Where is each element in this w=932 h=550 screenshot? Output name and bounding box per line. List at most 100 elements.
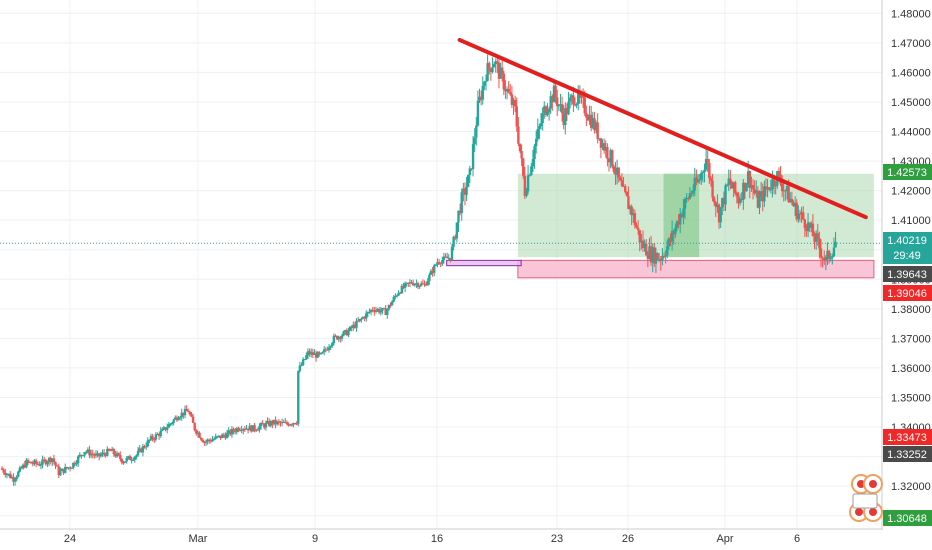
candle-up [146, 440, 149, 447]
price-tick-label: 1.37000 [891, 333, 931, 345]
candle-up [64, 466, 67, 473]
candle-up [738, 198, 742, 204]
candle-up [575, 103, 578, 106]
candle-down [589, 114, 593, 128]
candle-down [761, 191, 764, 202]
candle-up [78, 454, 81, 457]
candle-up [685, 198, 688, 200]
candle-down [780, 183, 784, 192]
event-markers[interactable] [849, 474, 883, 522]
candle-down [384, 308, 387, 315]
candle-up [465, 186, 468, 195]
candle-down [243, 429, 247, 431]
candle-down [431, 270, 434, 274]
candle-up [276, 421, 279, 425]
candle-up [51, 458, 54, 463]
candle-up [774, 185, 777, 187]
candle-up [831, 256, 834, 258]
candle-down [175, 417, 179, 421]
price-tick-label: 1.38000 [891, 304, 931, 316]
event-count-badge[interactable] [852, 493, 878, 509]
candle-down [62, 468, 65, 473]
candle-down [714, 202, 718, 208]
candle-down [377, 309, 381, 313]
candle-up [288, 424, 292, 426]
candle-up [227, 430, 230, 434]
candle-down [373, 310, 376, 312]
candle-down [811, 223, 815, 237]
candle-down [562, 113, 565, 125]
candle-down [191, 416, 195, 423]
candle-up [675, 221, 679, 228]
candle-down [507, 88, 510, 93]
level-2-tag: 1.33473 [883, 429, 932, 445]
candle-up [682, 208, 685, 217]
candle-up [125, 457, 128, 462]
candle-up [526, 175, 530, 192]
candle-up [547, 108, 551, 113]
countdown-text: 29:49 [893, 250, 921, 262]
candle-down [497, 62, 501, 79]
candle-down [277, 421, 281, 423]
candle-up [298, 365, 302, 371]
level-4-text: 1.30648 [887, 513, 927, 525]
time-axis[interactable]: 24 Mar 9 16 23 26 Apr 6 [64, 533, 800, 545]
candle-up [332, 335, 336, 344]
candle-down [565, 108, 569, 115]
candle-up [679, 213, 682, 225]
candle-up [793, 202, 797, 207]
candle-down [65, 466, 69, 469]
level-3-text: 1.33252 [887, 449, 927, 461]
candle-up [771, 178, 774, 190]
candle-up [297, 370, 300, 424]
candle-up [512, 99, 515, 105]
candle-down [20, 467, 23, 469]
candle-down [641, 240, 645, 248]
candle-up [758, 196, 761, 208]
candle-up [577, 92, 580, 104]
candle-down [4, 472, 7, 476]
candle-down [808, 222, 811, 228]
candle-up [473, 137, 476, 145]
candle-down [653, 247, 656, 264]
candle-up [72, 462, 75, 468]
candle-up [666, 246, 669, 256]
candle-up [169, 423, 172, 425]
candle-up [450, 246, 454, 260]
candle-up [568, 97, 572, 102]
candle-up [785, 185, 789, 191]
candle-down [729, 178, 732, 185]
target-tag-bg [883, 164, 932, 180]
candle-up [429, 270, 433, 275]
trendline[interactable] [457, 37, 868, 220]
time-tick-label: 23 [551, 533, 563, 545]
candle-up [96, 453, 99, 455]
candle-down [633, 213, 637, 226]
candle-down [554, 85, 557, 98]
candle-up [214, 436, 217, 439]
candle-down [611, 150, 614, 167]
candle-up [750, 185, 753, 189]
candle-up [534, 138, 538, 147]
candle-up [13, 479, 17, 482]
candle-up [609, 150, 612, 163]
candle-up [319, 353, 323, 355]
candle-up [25, 459, 28, 468]
candle-up [85, 451, 88, 453]
candle-up [387, 304, 391, 310]
candle-down [23, 464, 26, 468]
candle-up [15, 476, 18, 480]
candle-down [635, 225, 638, 228]
candle-up [361, 317, 365, 319]
candle-up [667, 238, 671, 247]
candle-up [136, 450, 140, 456]
candle-up [408, 282, 412, 284]
candle-down [819, 248, 823, 258]
candle-down [743, 182, 747, 192]
candle-down [560, 104, 564, 114]
candle-up [395, 295, 399, 297]
candle-down [599, 138, 603, 148]
candle-down [502, 73, 506, 90]
candle-up [525, 191, 528, 197]
